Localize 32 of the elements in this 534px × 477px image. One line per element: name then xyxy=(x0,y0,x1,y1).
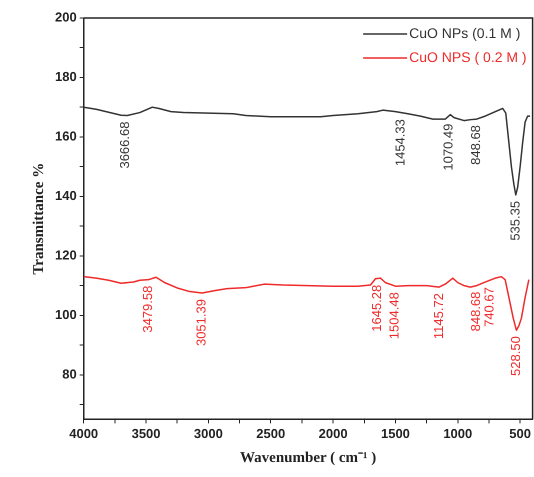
x-tick-label: 4000 xyxy=(69,426,98,441)
x-tick-label: 1000 xyxy=(443,426,472,441)
annotation: 848.68 xyxy=(468,125,484,165)
x-tick-label: 500 xyxy=(509,426,531,441)
x-tick-label: 1500 xyxy=(380,426,410,441)
annotation: 535.35 xyxy=(507,200,522,241)
annotation: 740.67 xyxy=(482,287,497,327)
annotation: 1504.48 xyxy=(386,292,402,340)
annotation: 3051.39 xyxy=(194,299,209,346)
annotation: 1454.33 xyxy=(392,119,408,166)
annotation: 848.68 xyxy=(468,292,484,332)
x-axis-title: Wavenumber ( cm⁻¹ ) xyxy=(240,450,376,466)
annotation: 1145.72 xyxy=(431,293,446,340)
y-tick-label: 120 xyxy=(54,247,77,262)
annotation: 3666.68 xyxy=(116,122,132,169)
annotation: 3479.58 xyxy=(140,286,156,333)
x-tick-label: 3000 xyxy=(194,426,223,441)
annotation: 528.50 xyxy=(508,336,524,376)
legend-label: CuO NPS ( 0.2 M ) xyxy=(409,48,527,65)
y-tick-label: 160 xyxy=(54,128,77,144)
y-tick-label: 180 xyxy=(54,69,77,84)
y-tick-label: 140 xyxy=(54,188,77,203)
y-axis-title: Transmittance % xyxy=(30,162,47,275)
annotation: 1070.49 xyxy=(440,124,456,171)
y-tick-label: 80 xyxy=(62,366,77,382)
x-tick-label: 2500 xyxy=(256,426,286,441)
x-tick-label: 2000 xyxy=(318,426,348,441)
x-tick-label: 3500 xyxy=(132,426,160,441)
annotation: 1645.28 xyxy=(368,284,384,332)
y-tick-label: 100 xyxy=(54,306,77,322)
legend-label: CuO NPs (0.1 M ) xyxy=(409,24,520,41)
y-tick-label: 200 xyxy=(54,10,77,25)
